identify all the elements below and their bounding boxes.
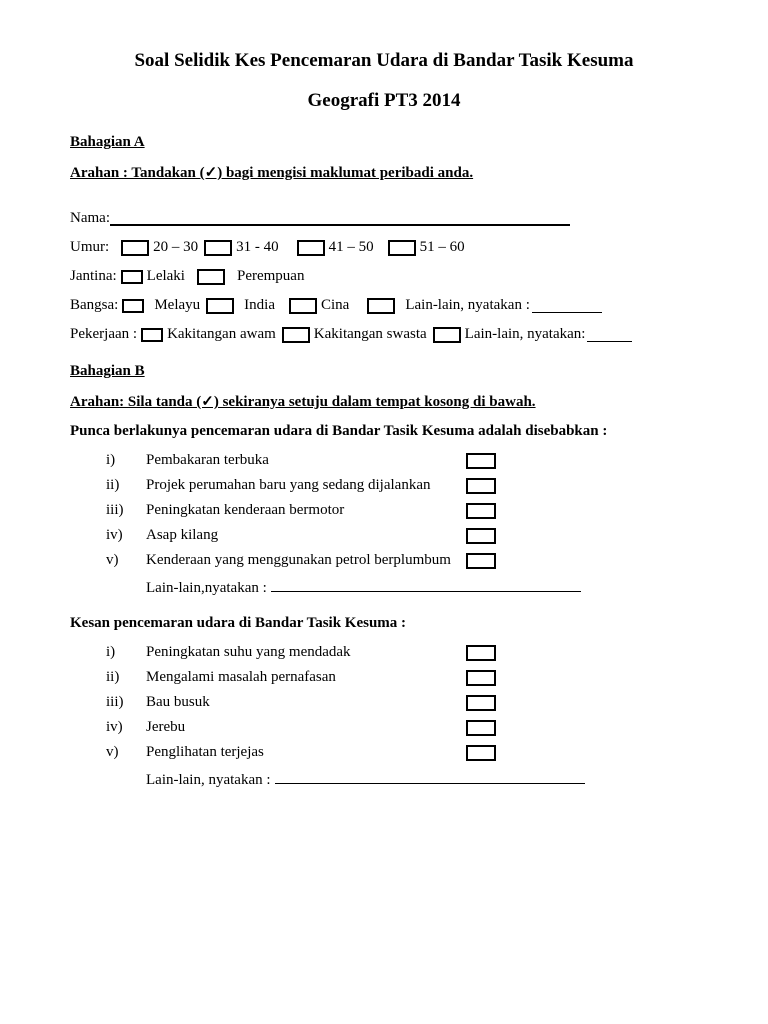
q2-prompt: Kesan pencemaran udara di Bandar Tasik K… — [70, 615, 698, 632]
bangsa-option-2: Cina — [321, 297, 349, 314]
bangsa-other-line[interactable] — [532, 298, 602, 313]
bangsa-label: Bangsa: — [70, 297, 118, 314]
bangsa-option-1: India — [244, 297, 275, 314]
q1-checkbox-0[interactable] — [466, 453, 496, 469]
q2-checkbox-0[interactable] — [466, 645, 496, 661]
section-b-instruction: Arahan: Sila tanda (✓) sekiranya setuju … — [70, 392, 698, 411]
pekerjaan-row: Pekerjaan : Kakitangan awam Kakitangan s… — [70, 326, 698, 343]
q2-other-row: Lain-lain, nyatakan : — [70, 769, 698, 789]
jantina-label: Jantina: — [70, 268, 117, 285]
q1-roman-2: iii) — [106, 502, 146, 519]
q1-roman-4: v) — [106, 552, 146, 569]
umur-checkbox-0[interactable] — [121, 240, 149, 256]
q2-roman-2: iii) — [106, 694, 146, 711]
q1-other-line[interactable] — [271, 577, 581, 592]
q2-item-2: iii) Bau busuk — [70, 694, 698, 711]
q1-text-3: Asap kilang — [146, 527, 466, 544]
q2-text-2: Bau busuk — [146, 694, 466, 711]
q1-prompt: Punca berlakunya pencemaran udara di Ban… — [70, 423, 698, 440]
section-b-header: Bahagian B — [70, 363, 698, 380]
bangsa-checkbox-1[interactable] — [206, 298, 234, 314]
bangsa-checkbox-0[interactable] — [122, 299, 144, 313]
umur-option-1: 31 - 40 — [236, 239, 279, 256]
q2-text-3: Jerebu — [146, 719, 466, 736]
umur-label: Umur: — [70, 239, 109, 256]
q1-checkbox-3[interactable] — [466, 528, 496, 544]
q2-roman-4: v) — [106, 744, 146, 761]
q2-roman-1: ii) — [106, 669, 146, 686]
q1-checkbox-4[interactable] — [466, 553, 496, 569]
nama-row: Nama: — [70, 210, 698, 227]
bangsa-option-0: Melayu — [154, 297, 200, 314]
q1-roman-3: iv) — [106, 527, 146, 544]
jantina-option-1: Perempuan — [237, 268, 304, 285]
q2-item-0: i) Peningkatan suhu yang mendadak — [70, 644, 698, 661]
q1-text-0: Pembakaran terbuka — [146, 452, 466, 469]
pekerjaan-other-label: Lain-lain, nyatakan: — [465, 326, 586, 343]
q2-checkbox-4[interactable] — [466, 745, 496, 761]
umur-checkbox-2[interactable] — [297, 240, 325, 256]
pekerjaan-checkbox-0[interactable] — [141, 328, 163, 342]
pekerjaan-checkbox-1[interactable] — [282, 327, 310, 343]
q1-item-1: ii) Projek perumahan baru yang sedang di… — [70, 477, 698, 494]
q1-roman-0: i) — [106, 452, 146, 469]
q2-text-1: Mengalami masalah pernafasan — [146, 669, 466, 686]
bangsa-checkbox-other[interactable] — [367, 298, 395, 314]
q1-checkbox-2[interactable] — [466, 503, 496, 519]
pekerjaan-label: Pekerjaan : — [70, 326, 137, 343]
q2-item-4: v) Penglihatan terjejas — [70, 744, 698, 761]
document-page: Soal Selidik Kes Pencemaran Udara di Ban… — [0, 0, 768, 835]
q1-other-label: Lain-lain,nyatakan : — [146, 580, 267, 597]
umur-row: Umur: 20 – 30 31 - 40 41 – 50 51 – 60 — [70, 239, 698, 256]
q2-text-0: Peningkatan suhu yang mendadak — [146, 644, 466, 661]
q1-text-2: Peningkatan kenderaan bermotor — [146, 502, 466, 519]
umur-option-2: 41 – 50 — [329, 239, 374, 256]
q2-checkbox-1[interactable] — [466, 670, 496, 686]
q2-item-3: iv) Jerebu — [70, 719, 698, 736]
nama-label: Nama: — [70, 210, 110, 227]
section-a-header: Bahagian A — [70, 134, 698, 151]
q2-item-1: ii) Mengalami masalah pernafasan — [70, 669, 698, 686]
main-title: Soal Selidik Kes Pencemaran Udara di Ban… — [70, 50, 698, 72]
q1-item-2: iii) Peningkatan kenderaan bermotor — [70, 502, 698, 519]
q1-item-4: v) Kenderaan yang menggunakan petrol ber… — [70, 552, 698, 569]
q1-item-3: iv) Asap kilang — [70, 527, 698, 544]
jantina-row: Jantina: Lelaki Perempuan — [70, 268, 698, 285]
bangsa-other-label: Lain-lain, nyatakan : — [405, 297, 530, 314]
q2-other-line[interactable] — [275, 769, 585, 784]
umur-checkbox-3[interactable] — [388, 240, 416, 256]
umur-option-3: 51 – 60 — [420, 239, 465, 256]
q2-roman-3: iv) — [106, 719, 146, 736]
jantina-checkbox-0[interactable] — [121, 270, 143, 284]
q2-other-label: Lain-lain, nyatakan : — [146, 772, 271, 789]
jantina-checkbox-1[interactable] — [197, 269, 225, 285]
umur-checkbox-1[interactable] — [204, 240, 232, 256]
sub-title: Geografi PT3 2014 — [70, 90, 698, 112]
q2-checkbox-2[interactable] — [466, 695, 496, 711]
q2-roman-0: i) — [106, 644, 146, 661]
q1-item-0: i) Pembakaran terbuka — [70, 452, 698, 469]
pekerjaan-option-1: Kakitangan swasta — [314, 326, 427, 343]
section-a-instruction: Arahan : Tandakan (✓) bagi mengisi maklu… — [70, 163, 698, 182]
q2-text-4: Penglihatan terjejas — [146, 744, 466, 761]
q1-text-4: Kenderaan yang menggunakan petrol berplu… — [146, 552, 466, 569]
pekerjaan-other-line[interactable] — [587, 327, 632, 342]
bangsa-checkbox-2[interactable] — [289, 298, 317, 314]
q1-roman-1: ii) — [106, 477, 146, 494]
bangsa-row: Bangsa: Melayu India Cina Lain-lain, nya… — [70, 297, 698, 314]
q1-other-row: Lain-lain,nyatakan : — [70, 577, 698, 597]
pekerjaan-checkbox-other[interactable] — [433, 327, 461, 343]
jantina-option-0: Lelaki — [147, 268, 185, 285]
q1-checkbox-1[interactable] — [466, 478, 496, 494]
q2-checkbox-3[interactable] — [466, 720, 496, 736]
pekerjaan-option-0: Kakitangan awam — [167, 326, 276, 343]
q1-text-1: Projek perumahan baru yang sedang dijala… — [146, 477, 466, 494]
umur-option-0: 20 – 30 — [153, 239, 198, 256]
nama-input-line[interactable] — [110, 211, 570, 226]
